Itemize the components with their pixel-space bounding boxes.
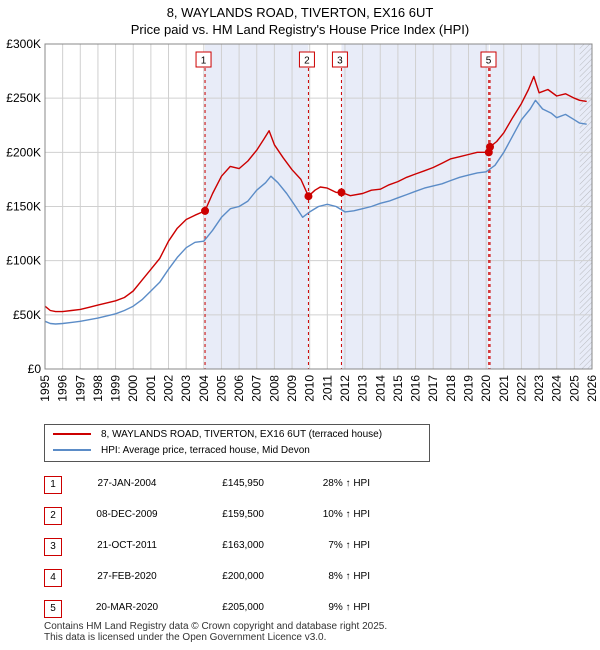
x-tick-label: 2019 [461,375,475,402]
x-tick-label: 2001 [144,375,158,402]
sale-number-badge: 4 [44,569,62,587]
sale-marker-label: 3 [337,56,343,67]
price-chart: 1 2 3 5 £0 £50K £100K £150K £200K £250K £300K 1995 1… [6,37,599,402]
sale-number-badge: 3 [44,538,62,556]
sale-price: £159,500 [222,509,264,520]
y-tick-label: £250K [6,91,41,105]
x-tick-label: 2008 [267,375,281,402]
sale-date: 20-MAR-2020 [95,602,159,613]
legend-swatch-property [53,433,91,436]
sale-date: 08-DEC-2009 [96,509,158,520]
sale-date: 21-OCT-2011 [97,540,157,551]
sale-date: 27-FEB-2020 [97,571,157,582]
sale-point [486,142,495,151]
x-tick-label: 1999 [109,375,123,402]
y-tick-label: £300K [6,37,41,51]
y-tick-label: £0 [28,362,42,376]
sale-marker-label: 2 [304,56,310,67]
sale-point [337,188,346,197]
sale-row: 2 08-DEC-2009 £159,500 10% ↑ HPI [44,505,464,536]
chart-title-block: 8, WAYLANDS ROAD, TIVERTON, EX16 6UT Pri… [0,4,600,38]
sale-hpi-change: 8% ↑ HPI [328,571,370,582]
sale-marker-label: 5 [486,56,492,67]
x-tick-label: 2018 [444,375,458,402]
y-tick-label: £50K [13,308,41,322]
legend-label-hpi: HPI: Average price, terraced house, Mid … [101,445,310,456]
x-tick-label: 2015 [391,375,405,402]
sale-hpi-change: 7% ↑ HPI [328,540,370,551]
x-tick-label: 2020 [479,375,493,402]
legend-label-property: 8, WAYLANDS ROAD, TIVERTON, EX16 6UT (te… [101,429,383,440]
sale-number-badge: 5 [44,600,62,618]
sale-date: 27-JAN-2004 [97,478,157,489]
sale-hpi-change: 10% ↑ HPI [322,509,370,520]
x-tick-label: 2000 [126,375,140,402]
x-tick-label: 2005 [214,375,228,402]
sale-row: 4 27-FEB-2020 £200,000 8% ↑ HPI [44,567,464,598]
x-tick-label: 2017 [426,375,440,402]
sale-hpi-change: 9% ↑ HPI [328,602,370,613]
sale-point [304,192,313,201]
x-tick-label: 2023 [532,375,546,402]
sale-price: £200,000 [222,571,264,582]
sale-marker-label: 1 [201,56,207,67]
series-line-hpi [44,99,587,325]
x-tick-label: 1995 [38,375,52,402]
plot-frame [44,43,593,370]
x-tick-label: 2016 [409,375,423,402]
sales-table: 1 27-JAN-2004 £145,950 28% ↑ HPI 2 08-DE… [44,474,464,629]
y-tick-label: £150K [6,200,41,214]
x-tick-label: 2010 [303,375,317,402]
sale-price: £205,000 [222,602,264,613]
y-tick-label: £100K [6,254,41,268]
sale-marker-box [480,51,497,68]
x-tick-label: 2024 [550,375,564,402]
legend-swatch-hpi [53,449,91,452]
x-tick-label: 2013 [356,375,370,402]
sale-number-badge: 2 [44,507,62,525]
x-tick-label: 1998 [91,375,105,402]
x-tick-label: 2014 [373,375,387,402]
footer-attribution: Contains HM Land Registry data © Crown c… [44,621,387,643]
sale-row: 3 21-OCT-2011 £163,000 7% ↑ HPI [44,536,464,567]
footer-line-1: Contains HM Land Registry data © Crown c… [44,621,388,632]
x-tick-label: 2012 [338,375,352,402]
x-tick-label: 2007 [250,375,264,402]
sale-number-badge: 1 [44,476,62,494]
sale-marker-box [195,51,212,68]
y-tick-label: £200K [6,145,41,159]
series-line-property [44,75,587,313]
x-tick-label: 2011 [320,375,334,401]
sale-row: 1 27-JAN-2004 £145,950 28% ↑ HPI [44,474,464,505]
chart-subtitle: Price paid vs. HM Land Registry's House … [130,22,470,37]
chart-legend: 8, WAYLANDS ROAD, TIVERTON, EX16 6UT (te… [44,424,430,462]
footer-line-2: This data is licensed under the Open Gov… [44,632,327,643]
sale-marker-box [298,51,315,68]
sale-row: 5 20-MAR-2020 £205,000 9% ↑ HPI [44,598,464,629]
legend-item-hpi: HPI: Average price, terraced house, Mid … [53,444,310,458]
sale-point [201,206,210,215]
x-tick-label: 2026 [585,375,599,402]
x-tick-label: 2006 [232,375,246,402]
legend-item-property: 8, WAYLANDS ROAD, TIVERTON, EX16 6UT (te… [53,428,382,442]
x-tick-label: 2002 [162,375,176,402]
x-tick-label: 2022 [514,375,528,402]
x-tick-label: 2003 [179,375,193,402]
sale-price: £145,950 [222,478,264,489]
sale-marker-box [331,51,348,68]
x-tick-label: 2009 [285,375,299,402]
x-tick-label: 2004 [197,375,211,402]
sale-price: £163,000 [222,540,264,551]
sale-hpi-change: 28% ↑ HPI [322,478,370,489]
x-tick-label: 1996 [56,375,70,402]
chart-title: 8, WAYLANDS ROAD, TIVERTON, EX16 6UT [166,5,434,20]
x-tick-label: 2021 [497,375,511,402]
x-tick-label: 1997 [73,375,87,402]
x-tick-label: 2025 [567,375,581,402]
